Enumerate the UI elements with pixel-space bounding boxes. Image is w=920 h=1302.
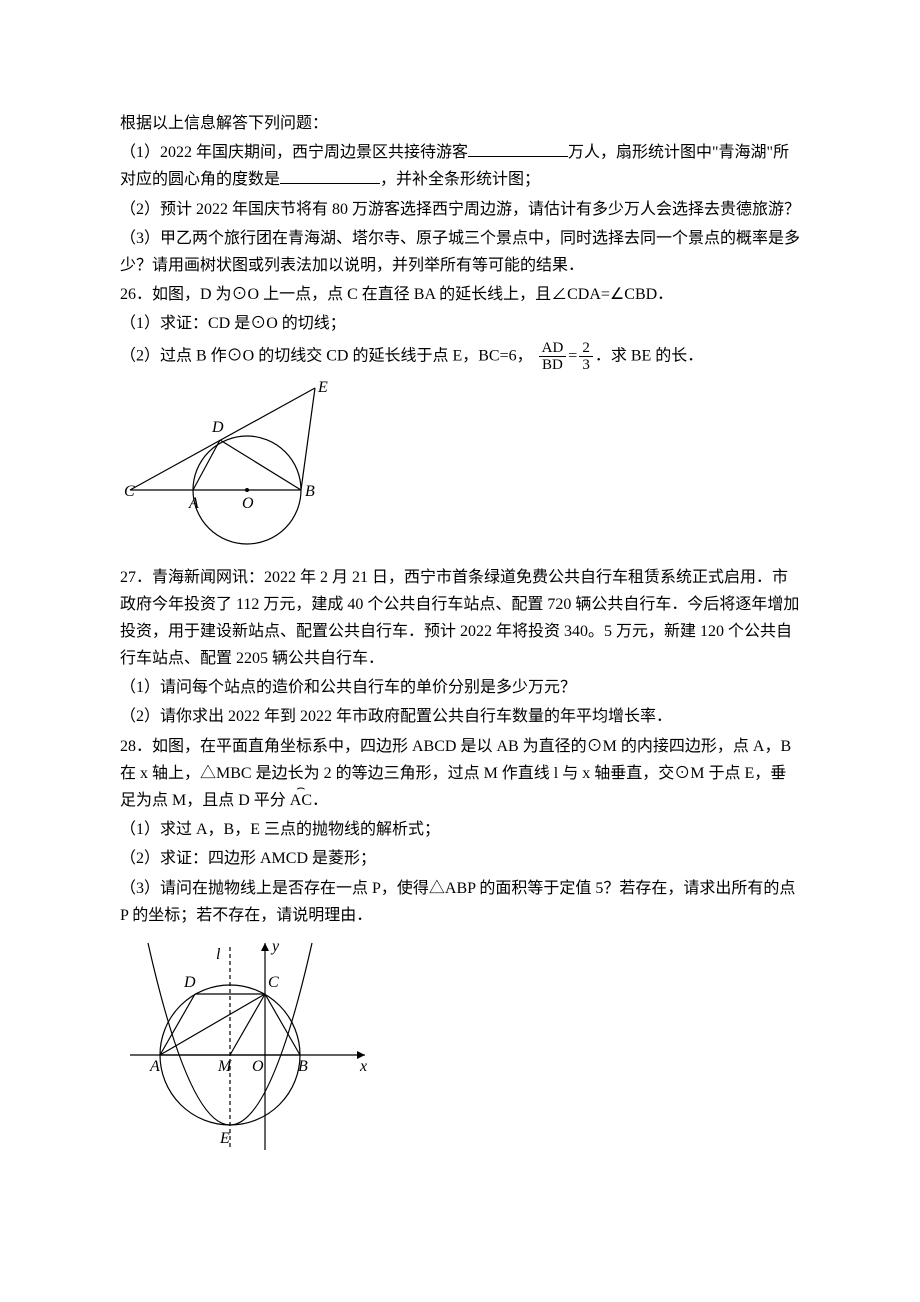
q28-line1: 28．如图，在平面直角坐标系中，四边形 ABCD 是以 AB 为直径的⊙M 的内… [120, 733, 800, 815]
q28-part3: （3）请问在抛物线上是否存在一点 P，使得△ABP 的面积等于定值 5？若存在，… [120, 875, 800, 929]
q1-part2: （2）预计 2022 年国庆节将有 80 万游客选择西宁周边游，请估计有多少万人… [120, 196, 800, 223]
label-D: D [211, 419, 224, 436]
label-y: y [270, 938, 280, 955]
blank-2 [280, 168, 380, 184]
fraction-2-3: 2 3 [579, 340, 593, 374]
diagram-circle-tangent: C A O B D E [120, 380, 800, 560]
label-l: l [216, 946, 221, 963]
q26-part2: （2）过点 B 作⊙O 的切线交 CD 的延长线于点 E，BC=6， AD BD… [120, 340, 800, 374]
q1-part1-text-a: （1）2022 年国庆期间，西宁周边景区共接待游客 [120, 144, 468, 161]
label-A: A [188, 495, 199, 512]
arc-ac: AC [290, 787, 312, 814]
fraction-ad-bd: AD BD [539, 340, 567, 374]
label-A: A [149, 1058, 160, 1075]
label-B: B [305, 483, 315, 500]
frac-den: 3 [579, 357, 593, 374]
intro-text: 根据以上信息解答下列问题： [120, 110, 800, 137]
q26-part2-text-a: （2）过点 B 作⊙O 的切线交 CD 的延长线于点 E，BC=6， [120, 347, 533, 364]
blank-1 [468, 141, 568, 157]
label-B: B [298, 1058, 308, 1075]
q28-line1-text: 28．如图，在平面直角坐标系中，四边形 ABCD 是以 AB 为直径的⊙M 的内… [120, 738, 791, 809]
label-x: x [359, 1058, 367, 1075]
frac-num: AD [539, 340, 567, 358]
q1-part1-text-c: ，并补全条形统计图； [380, 171, 540, 188]
label-D: D [183, 974, 196, 991]
q26-part1: （1）求证：CD 是⊙O 的切线； [120, 310, 800, 337]
label-O: O [242, 495, 254, 512]
diagram-coordinate-circle: A M O B D C E x y l [120, 935, 800, 1165]
q26-part2-text-b: ．求 BE 的长． [595, 347, 703, 364]
label-C: C [124, 483, 135, 500]
frac-num: 2 [579, 340, 593, 358]
q28-line1-tail: ． [312, 792, 328, 809]
q1-part1: （1）2022 年国庆期间，西宁周边景区共接待游客万人，扇形统计图中"青海湖"所… [120, 139, 800, 193]
label-O: O [252, 1058, 264, 1075]
q27-part2: （2）请你求出 2022 年到 2022 年市政府配置公共自行车数量的年平均增长… [120, 703, 800, 730]
label-M: M [217, 1058, 233, 1075]
q26-line1: 26．如图，D 为⊙O 上一点，点 C 在直径 BA 的延长线上，且∠CDA=∠… [120, 281, 800, 308]
q27-part1: （1）请问每个站点的造价和公共自行车的单价分别是多少万元？ [120, 674, 800, 701]
label-C: C [268, 974, 279, 991]
q27-line1: 27．青海新闻网讯：2022 年 2 月 21 日，西宁市首条绿道免费公共自行车… [120, 564, 800, 673]
q28-part2: （2）求证：四边形 AMCD 是菱形； [120, 845, 800, 872]
q28-part1: （1）求过 A，B，E 三点的抛物线的解析式； [120, 816, 800, 843]
q1-part3: （3）甲乙两个旅行团在青海湖、塔尔寺、原子城三个景点中，同时选择去同一个景点的概… [120, 225, 800, 279]
label-E: E [317, 380, 328, 396]
label-E: E [219, 1130, 230, 1147]
frac-den: BD [539, 357, 567, 374]
